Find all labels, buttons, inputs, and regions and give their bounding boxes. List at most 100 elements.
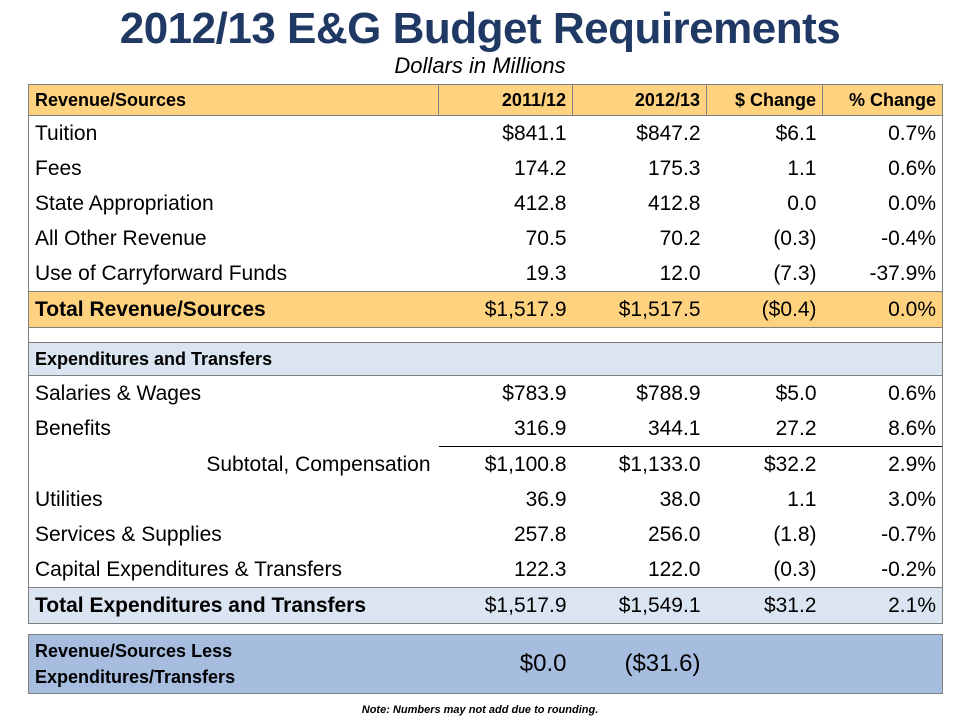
cell-change: (0.3) — [773, 227, 817, 250]
cell-pct-change: -0.7% — [822, 517, 943, 552]
row-label: Total Revenue/Sources — [28, 291, 439, 328]
row-label: Salaries & Wages — [28, 375, 439, 411]
cell-change: (0.3) — [773, 558, 817, 581]
cell-pct-change: 0.0% — [822, 186, 943, 221]
cell-change — [706, 634, 823, 694]
table-row: Tuition $841.1 $847.2 $6.1 0.7% — [28, 115, 943, 151]
section-heading: Expenditures and Transfers — [28, 342, 943, 376]
cell-pct-change: -0.4% — [822, 221, 943, 256]
cell-2012-13: 412.8 — [647, 192, 701, 215]
row-label: Benefits — [28, 411, 439, 447]
table-row: Fees 174.2 175.3 1.1 0.6% — [28, 151, 943, 186]
cell-change: $6.1 — [775, 122, 817, 145]
cell-2011-12: 19.3 — [525, 262, 567, 285]
table-row: Salaries & Wages $783.9 $788.9 $5.0 0.6% — [28, 375, 943, 411]
cell-change: $32.2 — [706, 446, 823, 482]
cell-pct-change: 0.7% — [822, 115, 943, 151]
cell-2012-13: $788.9 — [636, 382, 701, 405]
spacer-cell — [28, 327, 943, 343]
table-row: All Other Revenue 70.5 70.2 (0.3) -0.4% — [28, 221, 943, 256]
cell-pct-change: 0.6% — [822, 151, 943, 186]
table-row: Benefits 316.9 344.1 27.2 8.6% — [28, 411, 943, 447]
cell-2012-13: 344.1 — [647, 417, 701, 440]
row-label: Subtotal, Compensation — [28, 446, 439, 482]
table-header-row: Revenue/Sources 2011/12 2012/13 $ Change… — [28, 84, 943, 116]
row-label: Services & Supplies — [28, 517, 439, 552]
cell-change: 1.1 — [787, 488, 817, 511]
cell-2012-13: 256.0 — [647, 523, 701, 546]
footnote: Note: Numbers may not add due to roundin… — [361, 704, 599, 716]
column-header: 2012/13 — [572, 84, 707, 116]
cell-2011-12: 174.2 — [513, 157, 567, 180]
cell-change: $5.0 — [775, 382, 817, 405]
cell-pct-change: 8.6% — [822, 411, 943, 447]
cell-2011-12: $1,517.9 — [438, 291, 573, 328]
cell-pct-change: -0.2% — [822, 552, 943, 588]
cell-change: 0.0 — [787, 192, 817, 215]
cell-2012-13: $1,549.1 — [572, 587, 707, 624]
cell-change: ($0.4) — [706, 291, 823, 328]
row-label: Use of Carryforward Funds — [28, 256, 439, 292]
cell-pct-change: -37.9% — [822, 256, 943, 292]
cell-2012-13: 38.0 — [659, 488, 701, 511]
cell-2012-13: 70.2 — [659, 227, 701, 250]
cell-2012-13: 12.0 — [659, 262, 701, 285]
table-row: Utilities 36.9 38.0 1.1 3.0% — [28, 482, 943, 517]
table-row: State Appropriation 412.8 412.8 0.0 0.0% — [28, 186, 943, 221]
cell-pct-change: 0.0% — [822, 291, 943, 328]
cell-2012-13: 175.3 — [647, 157, 701, 180]
cell-change: $31.2 — [706, 587, 823, 624]
cell-2011-12: $0.0 — [438, 634, 573, 694]
page-subtitle: Dollars in Millions — [394, 53, 566, 78]
column-header: 2011/12 — [438, 84, 573, 116]
cell-pct-change: 0.6% — [822, 375, 943, 411]
column-header: % Change — [822, 84, 943, 116]
cell-change: 1.1 — [787, 157, 817, 180]
row-label: Revenue/Sources Less Expenditures/Transf… — [28, 634, 439, 694]
row-label: Tuition — [28, 115, 439, 151]
column-header: $ Change — [706, 84, 823, 116]
page-title: 2012/13 E&G Budget Requirements — [119, 4, 841, 53]
table-row: Capital Expenditures & Transfers 122.3 1… — [28, 552, 943, 588]
cell-2011-12: $783.9 — [502, 382, 567, 405]
row-label: Fees — [28, 151, 439, 186]
cell-2012-13: ($31.6) — [572, 634, 707, 694]
subtotal-row: Subtotal, Compensation $1,100.8 $1,133.0… — [28, 446, 943, 482]
table-row: Services & Supplies 257.8 256.0 (1.8) -0… — [28, 517, 943, 552]
cell-2012-13: 122.0 — [647, 558, 701, 581]
cell-2011-12: $1,100.8 — [438, 446, 573, 482]
cell-2012-13: $847.2 — [636, 122, 701, 145]
cell-2012-13: $1,133.0 — [572, 446, 707, 482]
cell-2011-12: 122.3 — [513, 558, 567, 581]
cell-2011-12: $841.1 — [502, 122, 567, 145]
budget-table: Revenue/Sources 2011/12 2012/13 $ Change… — [28, 84, 943, 694]
net-row: Revenue/Sources Less Expenditures/Transf… — [28, 634, 943, 694]
spacer-row — [28, 327, 943, 343]
cell-2011-12: 316.9 — [513, 417, 567, 440]
cell-change: (7.3) — [773, 262, 817, 285]
cell-2011-12: 412.8 — [513, 192, 567, 215]
cell-pct-change: 2.9% — [822, 446, 943, 482]
cell-2011-12: 70.5 — [525, 227, 567, 250]
gap-row — [29, 624, 943, 635]
table-row: Use of Carryforward Funds 19.3 12.0 (7.3… — [28, 256, 943, 292]
gap-cell — [29, 624, 943, 635]
cell-pct-change — [822, 634, 943, 694]
row-label: Utilities — [28, 482, 439, 517]
cell-2011-12: 257.8 — [513, 523, 567, 546]
total-expenditures-row: Total Expenditures and Transfers $1,517.… — [28, 587, 943, 624]
column-header: Revenue/Sources — [28, 84, 439, 116]
cell-pct-change: 2.1% — [822, 587, 943, 624]
cell-change: 27.2 — [775, 417, 817, 440]
row-label: State Appropriation — [28, 186, 439, 221]
row-label: Capital Expenditures & Transfers — [28, 552, 439, 588]
row-label: All Other Revenue — [28, 221, 439, 256]
cell-2011-12: $1,517.9 — [438, 587, 573, 624]
expenditures-header-row: Expenditures and Transfers — [28, 342, 943, 376]
cell-pct-change: 3.0% — [822, 482, 943, 517]
row-label: Total Expenditures and Transfers — [28, 587, 439, 624]
cell-change: (1.8) — [773, 523, 817, 546]
cell-2012-13: $1,517.5 — [572, 291, 707, 328]
cell-2011-12: 36.9 — [525, 488, 567, 511]
total-revenue-row: Total Revenue/Sources $1,517.9 $1,517.5 … — [28, 291, 943, 328]
